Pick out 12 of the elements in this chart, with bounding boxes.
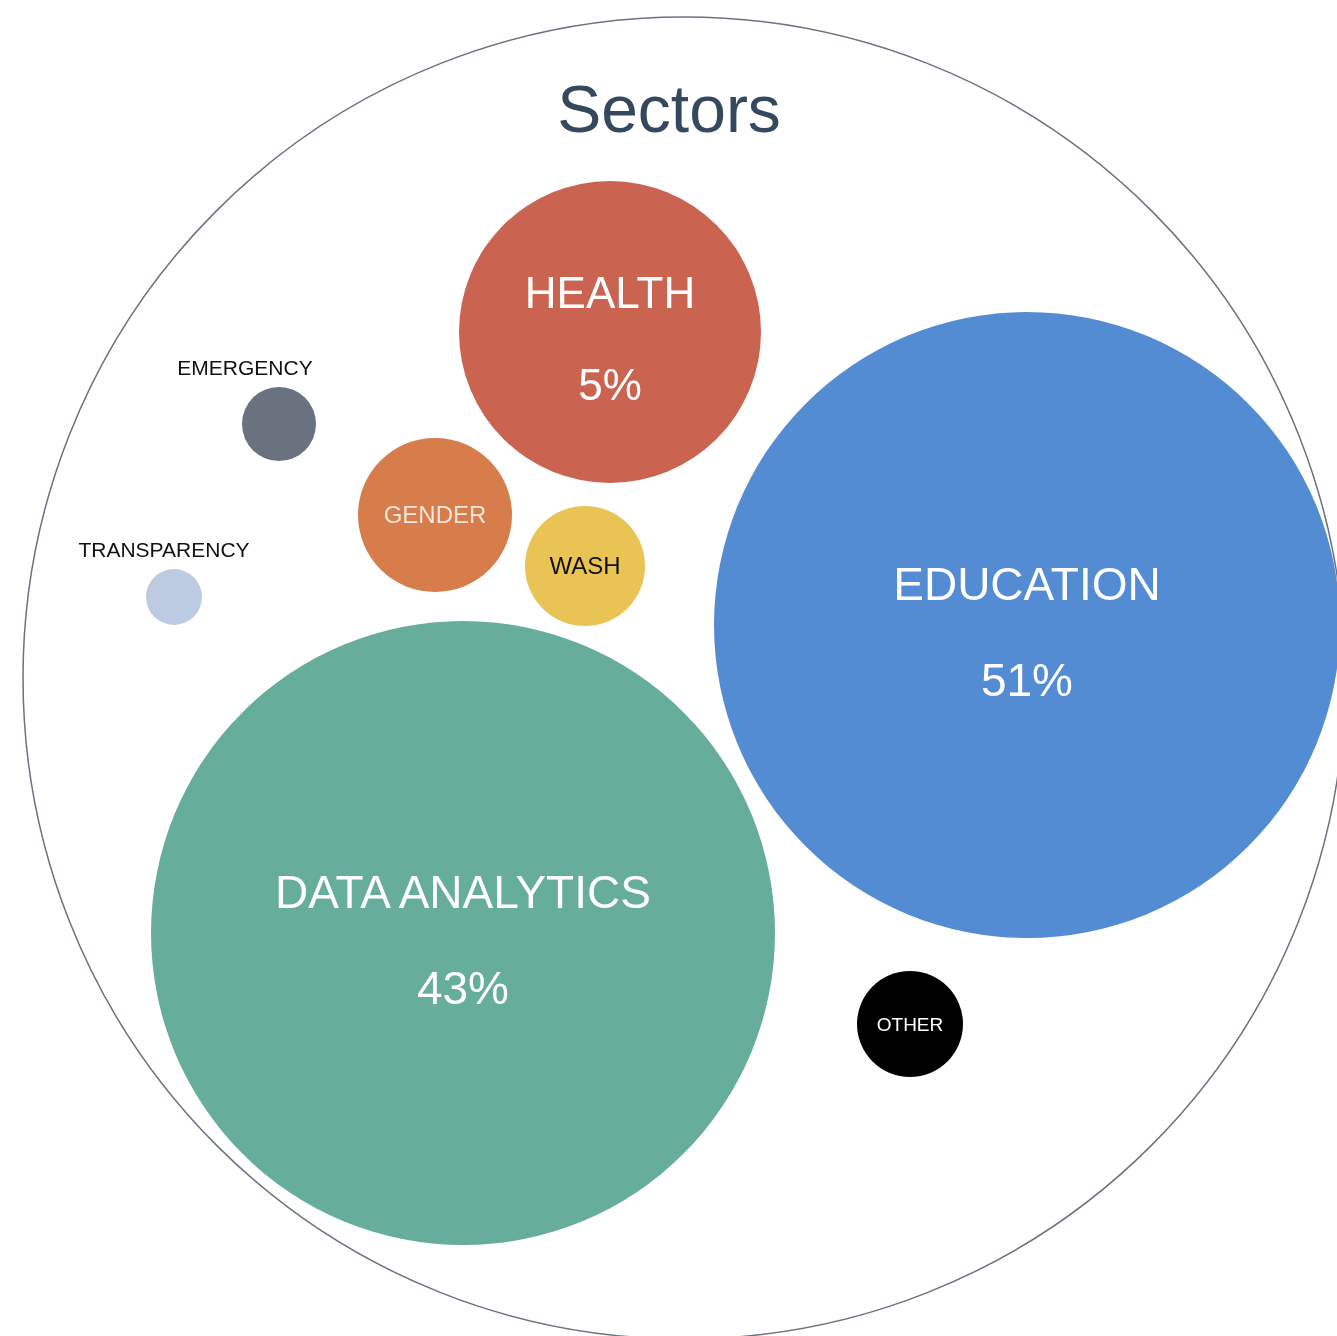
category-label: TRANSPARENCY [78, 538, 250, 561]
category-label: GENDER [383, 501, 487, 529]
data-label: 5% [578, 360, 642, 410]
data-label: 43% [416, 962, 510, 1015]
data-label: 51% [980, 654, 1074, 707]
category-label: DATA ANALYTICS [275, 865, 651, 918]
category-label: WASH [549, 552, 621, 580]
category-label: OTHER [876, 1013, 944, 1035]
text: Sectors [557, 72, 781, 146]
category-label: EMERGENCY [177, 356, 313, 379]
category-label: HEALTH [524, 267, 696, 317]
category-label: EDUCATION [893, 557, 1161, 610]
